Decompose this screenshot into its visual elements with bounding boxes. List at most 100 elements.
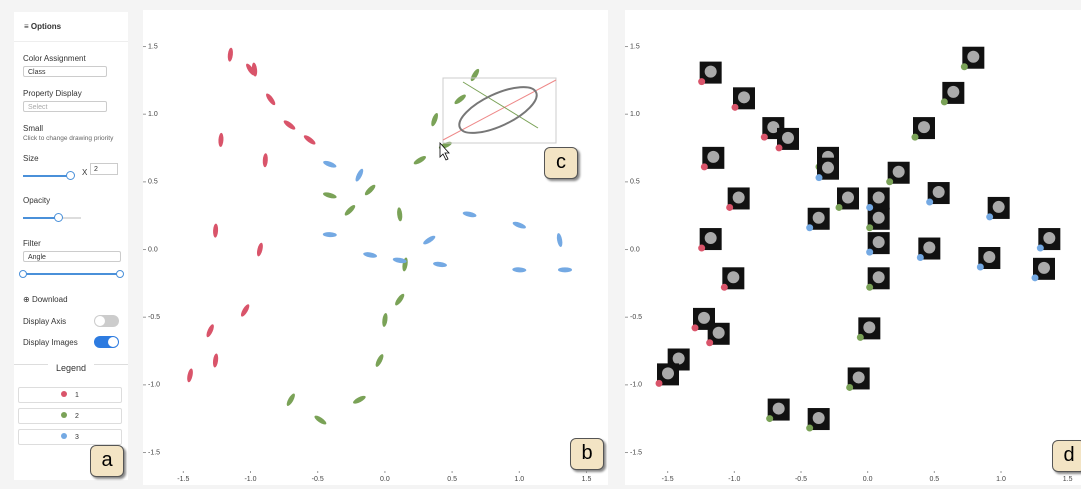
point — [303, 134, 317, 146]
slider-handle[interactable] — [66, 171, 75, 180]
point — [262, 153, 268, 167]
range-slider[interactable] — [23, 273, 121, 275]
x-tick-label: 0.0 — [380, 476, 390, 483]
point — [986, 213, 993, 220]
panel-label: d — [1052, 440, 1081, 472]
point — [766, 415, 773, 422]
toggle-on[interactable] — [94, 336, 119, 348]
panel-title: ≡ Options — [24, 22, 61, 31]
point — [205, 323, 215, 338]
point — [558, 267, 572, 272]
point — [218, 133, 224, 147]
point — [430, 112, 439, 127]
point — [186, 368, 194, 383]
thumbnail-object — [733, 191, 745, 203]
point — [556, 233, 563, 248]
point — [512, 220, 527, 230]
thumbnail-object — [727, 271, 739, 283]
x-tick-label: 0.0 — [863, 476, 873, 483]
point — [343, 204, 356, 217]
point — [352, 394, 367, 405]
download[interactable]: ⊕ Download — [23, 295, 68, 304]
point — [453, 93, 467, 106]
point — [322, 160, 337, 170]
point — [433, 261, 448, 268]
y-tick-label: 1.0 — [630, 111, 640, 118]
legend-dot — [61, 391, 67, 397]
point — [857, 334, 864, 341]
point — [656, 380, 663, 387]
slider-handle[interactable] — [116, 270, 124, 278]
thumbnail-object — [698, 312, 710, 324]
point — [961, 63, 968, 70]
panel-label: b — [570, 438, 604, 470]
thumbnail-object — [993, 201, 1005, 213]
dropdown[interactable]: Class — [23, 66, 107, 77]
size-input[interactable]: 2 — [90, 163, 118, 175]
download-text: Download — [32, 295, 68, 304]
x-tick-label: -1.0 — [244, 476, 256, 483]
point — [866, 204, 873, 211]
point — [322, 191, 337, 199]
point — [806, 224, 813, 231]
point — [354, 168, 365, 183]
point — [413, 154, 428, 165]
y-tick-label: 1.0 — [148, 111, 158, 118]
options-panel: ≡ Options Color Assignment Class Propert… — [14, 12, 128, 480]
thumbnail-object — [863, 321, 875, 333]
point — [692, 324, 699, 331]
point — [374, 353, 385, 368]
point — [323, 232, 337, 238]
x-tick-label: 1.5 — [1063, 476, 1073, 483]
hint: Click to change drawing priority — [23, 135, 113, 142]
legend-item[interactable]: 2 — [18, 408, 122, 424]
toggle-off[interactable] — [94, 315, 119, 327]
y-tick-label: -1.0 — [148, 382, 160, 389]
point — [469, 68, 481, 83]
legend-item[interactable]: 3 — [18, 429, 122, 445]
slider-handle[interactable] — [54, 213, 63, 222]
point — [212, 353, 219, 367]
panel-label: c — [544, 147, 578, 179]
label: Property Display — [23, 89, 82, 98]
point — [917, 254, 924, 261]
dropdown[interactable]: Select — [23, 101, 107, 112]
legend-item[interactable]: 1 — [18, 387, 122, 403]
slider[interactable] — [23, 175, 71, 177]
panel-label: a — [90, 445, 124, 477]
point — [761, 134, 768, 141]
title: Options — [31, 22, 61, 31]
point — [977, 264, 984, 271]
slider[interactable] — [23, 217, 81, 219]
point — [836, 204, 843, 211]
point — [846, 384, 853, 391]
divider — [14, 41, 128, 42]
dropdown[interactable]: Angle — [23, 251, 121, 262]
point — [382, 313, 389, 328]
x-tick-label: 0.5 — [447, 476, 457, 483]
page: ≡ Options Color Assignment Class Propert… — [0, 0, 1081, 489]
priority-button[interactable]: Small — [23, 124, 43, 133]
slider-handle[interactable] — [19, 270, 27, 278]
y-tick-label: 1.5 — [630, 43, 640, 50]
point — [363, 251, 378, 258]
point — [886, 178, 893, 185]
legend-dot — [61, 412, 67, 418]
point — [422, 234, 436, 246]
point — [396, 207, 402, 221]
point — [698, 245, 705, 252]
thumbnail-object — [705, 232, 717, 244]
thumbnail-object — [873, 212, 885, 224]
thumbnail-object — [842, 191, 854, 203]
thumbnail-object — [893, 166, 905, 178]
legend-label: 2 — [75, 413, 79, 420]
point — [1037, 245, 1044, 252]
point — [227, 47, 234, 61]
point — [512, 267, 526, 273]
plot-d: -1.5-1.0-0.50.00.51.01.51.51.00.50.0-0.5… — [625, 10, 1081, 485]
thumbnail-object — [873, 271, 885, 283]
x-tick-label: 1.5 — [582, 476, 592, 483]
x-tick-label: -0.5 — [312, 476, 324, 483]
thumbnail-object — [918, 121, 930, 133]
